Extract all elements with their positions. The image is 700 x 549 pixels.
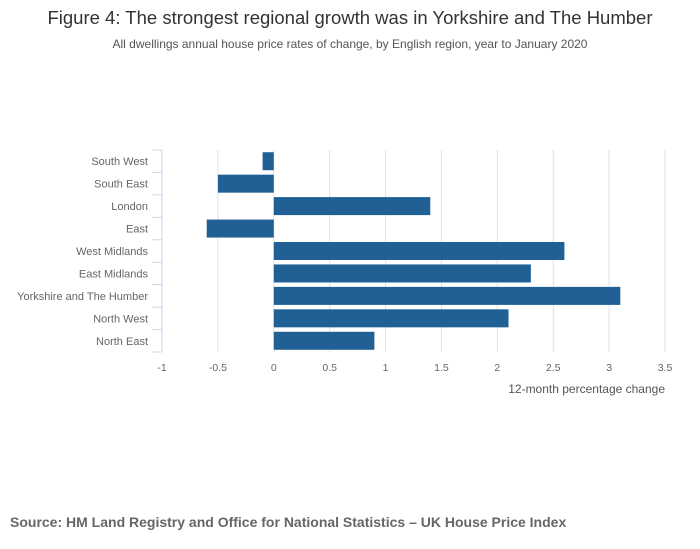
chart-subtitle: All dwellings annual house price rates o… bbox=[112, 37, 588, 51]
bar bbox=[217, 174, 274, 193]
y-category-label: East Midlands bbox=[79, 268, 149, 280]
y-category-label: London bbox=[111, 201, 148, 213]
bar bbox=[273, 286, 621, 305]
bar bbox=[262, 152, 274, 171]
chart-title: Figure 4: The strongest regional growth … bbox=[47, 7, 653, 28]
x-tick-label: 2.5 bbox=[546, 362, 561, 374]
x-tick-label: -0.5 bbox=[209, 362, 227, 374]
x-tick-label: 1.5 bbox=[434, 362, 449, 374]
y-category-label: South East bbox=[94, 179, 148, 191]
bar bbox=[273, 309, 509, 328]
bar bbox=[273, 264, 531, 283]
x-tick-label: 1 bbox=[383, 362, 389, 374]
y-category-label: Yorkshire and The Humber bbox=[17, 291, 148, 303]
y-category-label: North West bbox=[93, 313, 148, 325]
source-note: Source: HM Land Registry and Office for … bbox=[10, 514, 567, 530]
bar bbox=[273, 197, 431, 216]
x-tick-label: 0 bbox=[271, 362, 277, 374]
bar bbox=[206, 219, 274, 238]
bar bbox=[273, 242, 565, 260]
x-tick-label: 3.5 bbox=[658, 362, 673, 374]
x-axis-title: 12-month percentage change bbox=[508, 382, 665, 396]
x-tick-label: 3 bbox=[606, 362, 612, 374]
x-tick-label: 2 bbox=[494, 362, 500, 374]
y-category-label: North East bbox=[96, 336, 148, 348]
y-category-label: South West bbox=[91, 156, 148, 168]
bar bbox=[273, 331, 375, 350]
x-tick-label: 0.5 bbox=[322, 362, 337, 374]
y-category-label: West Midlands bbox=[76, 246, 148, 258]
x-tick-label: -1 bbox=[157, 362, 166, 374]
y-category-label: East bbox=[126, 224, 148, 236]
